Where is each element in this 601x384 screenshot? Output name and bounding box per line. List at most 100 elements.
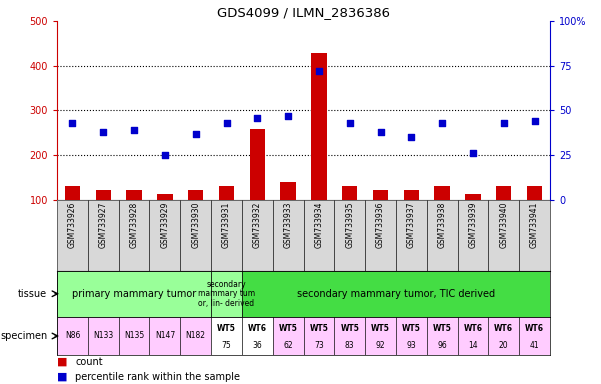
Bar — [496, 186, 511, 244]
Bar — [249, 129, 265, 244]
Bar — [396, 200, 427, 271]
Text: specimen: specimen — [0, 331, 47, 341]
Point — [129, 127, 139, 133]
Bar — [427, 200, 457, 271]
Text: GSM733931: GSM733931 — [222, 202, 231, 248]
Point — [283, 113, 293, 119]
Bar — [273, 200, 304, 271]
Bar — [527, 186, 542, 244]
Point — [376, 129, 385, 135]
Point — [345, 120, 355, 126]
Bar — [427, 317, 457, 355]
Text: GSM733941: GSM733941 — [530, 202, 539, 248]
Text: 73: 73 — [314, 341, 324, 350]
Bar — [404, 190, 419, 244]
Text: GSM733937: GSM733937 — [407, 202, 416, 248]
Bar — [188, 190, 203, 244]
Text: WT5: WT5 — [340, 324, 359, 333]
Bar — [304, 200, 334, 271]
Bar — [157, 194, 172, 244]
Bar — [211, 317, 242, 355]
Bar — [519, 200, 550, 271]
Text: ■: ■ — [57, 372, 67, 382]
Text: 20: 20 — [499, 341, 508, 350]
Bar — [150, 317, 180, 355]
Bar — [365, 317, 396, 355]
Bar — [435, 186, 450, 244]
Text: WT5: WT5 — [402, 324, 421, 333]
Text: N133: N133 — [93, 331, 114, 341]
Text: GSM733939: GSM733939 — [468, 202, 477, 248]
Text: WT5: WT5 — [310, 324, 328, 333]
Point — [99, 129, 108, 135]
Bar — [242, 317, 273, 355]
Bar — [150, 200, 180, 271]
Text: GSM733934: GSM733934 — [314, 202, 323, 248]
Text: N182: N182 — [186, 331, 206, 341]
Bar — [457, 200, 489, 271]
Bar — [126, 190, 142, 244]
Point — [160, 152, 169, 158]
Bar — [342, 186, 358, 244]
Bar — [396, 317, 427, 355]
Bar — [65, 186, 80, 244]
Text: GSM733929: GSM733929 — [160, 202, 169, 248]
Point — [222, 120, 231, 126]
Text: GSM733936: GSM733936 — [376, 202, 385, 248]
Text: primary mammary tumor: primary mammary tumor — [72, 289, 196, 299]
Bar — [373, 190, 388, 244]
Text: 83: 83 — [345, 341, 355, 350]
Text: 92: 92 — [376, 341, 385, 350]
Bar — [57, 317, 88, 355]
Point — [438, 120, 447, 126]
Text: WT5: WT5 — [279, 324, 297, 333]
Text: 14: 14 — [468, 341, 478, 350]
Point — [529, 118, 539, 124]
Text: 93: 93 — [406, 341, 416, 350]
Bar — [334, 317, 365, 355]
Text: WT6: WT6 — [525, 324, 544, 333]
Text: GSM733933: GSM733933 — [284, 202, 293, 248]
Text: count: count — [75, 357, 103, 367]
Point — [499, 120, 508, 126]
Text: GSM733927: GSM733927 — [99, 202, 108, 248]
Text: ■: ■ — [57, 357, 67, 367]
Bar — [281, 182, 296, 244]
Text: GSM733928: GSM733928 — [130, 202, 139, 248]
Text: 75: 75 — [222, 341, 231, 350]
Bar — [88, 200, 119, 271]
Bar — [489, 200, 519, 271]
Text: WT5: WT5 — [371, 324, 390, 333]
Bar — [96, 190, 111, 244]
Text: N147: N147 — [155, 331, 175, 341]
Bar — [57, 200, 88, 271]
Text: percentile rank within the sample: percentile rank within the sample — [75, 372, 240, 382]
Text: secondary mammary tumor, TIC derived: secondary mammary tumor, TIC derived — [297, 289, 495, 299]
Text: GSM733938: GSM733938 — [438, 202, 447, 248]
Bar — [304, 317, 334, 355]
Text: 36: 36 — [252, 341, 262, 350]
Point — [191, 131, 201, 137]
Text: N135: N135 — [124, 331, 144, 341]
Bar — [119, 200, 150, 271]
Point — [314, 68, 324, 74]
Point — [406, 134, 416, 140]
Bar — [219, 186, 234, 244]
Bar — [211, 200, 242, 271]
Bar — [465, 194, 481, 244]
Point — [468, 150, 478, 156]
Text: WT5: WT5 — [433, 324, 451, 333]
Point — [68, 120, 78, 126]
Text: 41: 41 — [529, 341, 539, 350]
Text: WT5: WT5 — [217, 324, 236, 333]
Point — [252, 114, 262, 121]
Bar — [519, 317, 550, 355]
Bar — [119, 317, 150, 355]
Text: WT6: WT6 — [494, 324, 513, 333]
Bar — [334, 200, 365, 271]
Text: 96: 96 — [438, 341, 447, 350]
Bar — [242, 200, 273, 271]
Text: WT6: WT6 — [248, 324, 267, 333]
Text: GSM733940: GSM733940 — [499, 202, 508, 248]
Bar — [57, 271, 211, 317]
